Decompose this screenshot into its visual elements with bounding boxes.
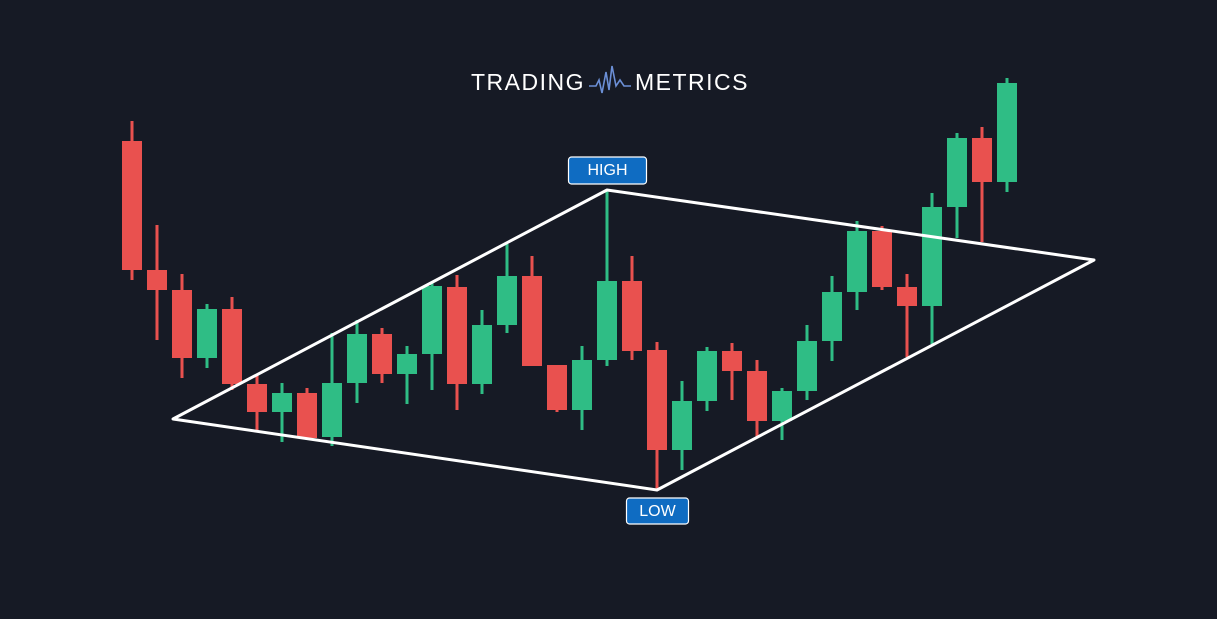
candle-body [347, 334, 367, 383]
candle-body [922, 207, 942, 306]
candle-body [622, 281, 642, 351]
candle-body [772, 391, 792, 421]
candle-body [822, 292, 842, 341]
candle-body [397, 354, 417, 374]
candle-body [997, 83, 1017, 182]
candle-body [122, 141, 142, 270]
candle-body [422, 286, 442, 354]
candle-body [497, 276, 517, 325]
brand-left: TRADING [471, 69, 585, 95]
candle-body [597, 281, 617, 360]
diamond-pattern [171, 188, 1096, 492]
candle-body [322, 383, 342, 437]
candle-body [747, 371, 767, 421]
candle-body [222, 309, 242, 384]
candle-body [272, 393, 292, 412]
candle-body [172, 290, 192, 358]
candle-body [472, 325, 492, 384]
candle-body [872, 231, 892, 287]
candle-body [197, 309, 217, 358]
high-tag-box [567, 156, 648, 185]
candle-body [247, 384, 267, 412]
candle-body [522, 276, 542, 366]
candle-body [697, 351, 717, 401]
brand-right: METRICS [635, 69, 749, 95]
candle-body [447, 287, 467, 384]
candle-body [672, 401, 692, 450]
candle-body [847, 231, 867, 292]
candle-body [372, 334, 392, 374]
candle-body [947, 138, 967, 207]
candle-body [897, 287, 917, 306]
candle-body [647, 350, 667, 450]
candle-body [972, 138, 992, 182]
low-tag: LOW [639, 503, 676, 520]
candle-body [797, 341, 817, 391]
candles [122, 78, 1017, 490]
brand-icon [589, 65, 631, 94]
low-tag-box [625, 497, 690, 525]
candle-body [547, 365, 567, 410]
candle-body [572, 360, 592, 410]
high-tag: HIGH [588, 162, 628, 179]
candle-body [722, 351, 742, 371]
candle-body [147, 270, 167, 290]
candle-body [297, 393, 317, 438]
